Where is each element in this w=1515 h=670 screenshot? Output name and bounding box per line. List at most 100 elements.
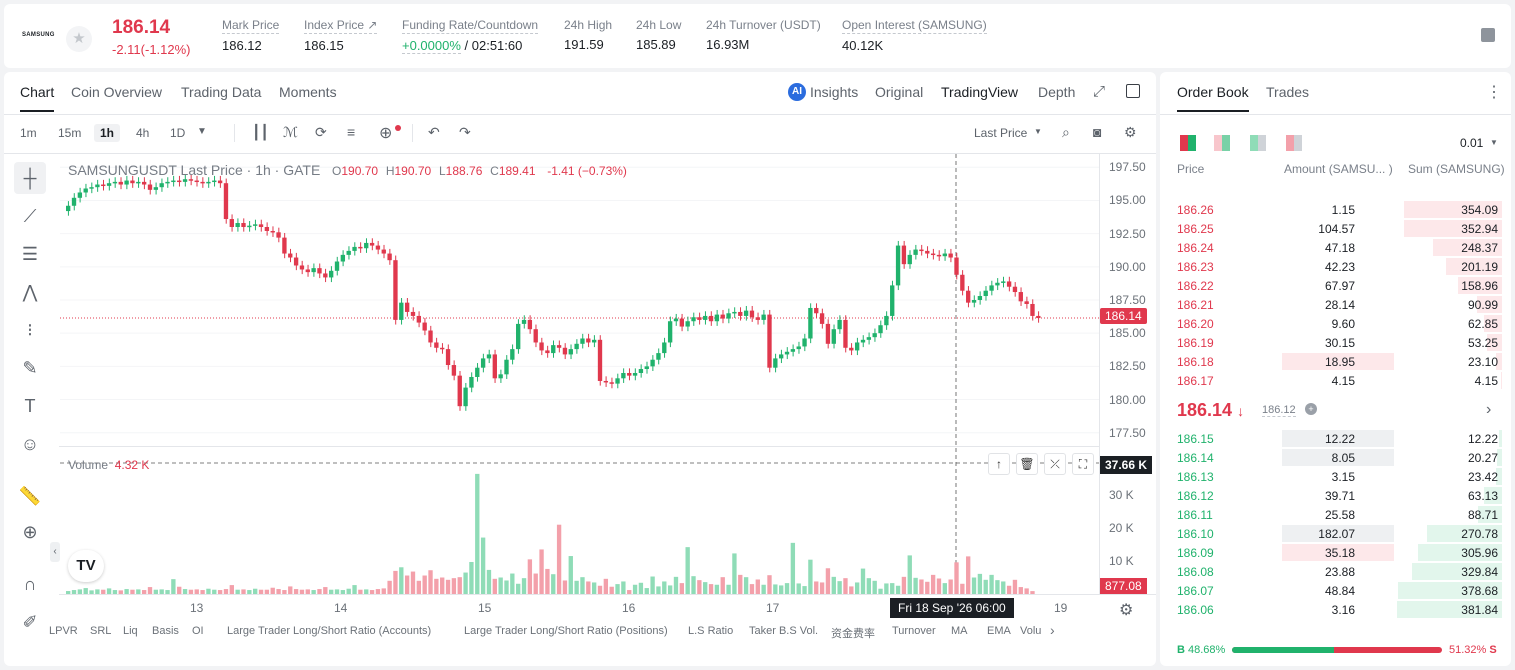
interval-dropdown-icon[interactable]: ▼: [197, 126, 207, 137]
indicator-tab[interactable]: EMA: [987, 625, 1011, 637]
ask-row[interactable]: 186.21 28.14 90.99: [1172, 295, 1502, 314]
ruler-icon[interactable]: 📏: [18, 486, 42, 506]
window-icon[interactable]: [1126, 84, 1140, 98]
bid-row[interactable]: 186.10 182.07 270.78: [1172, 524, 1502, 543]
indicator-tab[interactable]: Large Trader Long/Short Ratio (Positions…: [464, 625, 668, 637]
favorite-star-icon[interactable]: ★: [66, 26, 92, 52]
view-asks-only-icon[interactable]: [1286, 135, 1302, 151]
tab-trades[interactable]: Trades: [1266, 84, 1310, 100]
magnet-icon[interactable]: ∩: [23, 574, 37, 594]
ask-row[interactable]: 186.22 67.97 158.96: [1172, 276, 1502, 295]
bid-row[interactable]: 186.15 12.22 12.22: [1172, 429, 1502, 448]
interval-1d[interactable]: 1D: [170, 126, 186, 140]
ask-row[interactable]: 186.24 47.18 248.37: [1172, 238, 1502, 257]
interval-1h[interactable]: 1h: [94, 124, 121, 142]
ask-row[interactable]: 186.18 18.95 23.10: [1172, 352, 1502, 371]
stat-index-price[interactable]: Index Price ↗ 186.15: [304, 18, 378, 53]
indicator-tab[interactable]: Taker B.S Vol.: [749, 625, 819, 637]
tab-chart[interactable]: Chart: [20, 84, 55, 112]
crosshair-icon[interactable]: ┼: [14, 162, 46, 194]
indicator-tab[interactable]: Turnover: [892, 625, 936, 637]
indicator-tab[interactable]: MA: [951, 625, 968, 637]
price-type-select[interactable]: Last Price: [974, 126, 1028, 140]
view-bids-icon[interactable]: [1214, 135, 1230, 151]
bid-row[interactable]: 186.11 25.58 88.71: [1172, 505, 1502, 524]
horizontal-lines-icon[interactable]: ☰: [21, 244, 39, 264]
interval-4h[interactable]: 4h: [136, 126, 150, 140]
gear-icon[interactable]: ⚙: [1124, 124, 1137, 140]
ask-row[interactable]: 186.19 30.15 53.25: [1172, 333, 1502, 352]
stat-open-interest[interactable]: Open Interest (SAMSUNG) 40.12K: [842, 18, 987, 53]
tab-order-book[interactable]: Order Book: [1177, 84, 1249, 112]
bid-row[interactable]: 186.08 23.88 329.84: [1172, 562, 1502, 581]
text-tool-icon[interactable]: T: [24, 396, 36, 416]
chart-settings-icon[interactable]: ⚙: [1119, 602, 1134, 619]
templates-icon[interactable]: ≡: [347, 124, 356, 140]
ask-row[interactable]: 186.20 9.60 62.85: [1172, 314, 1502, 333]
view-bids-only-icon[interactable]: [1250, 135, 1266, 151]
tab-depth[interactable]: Depth: [1038, 84, 1076, 100]
tab-coin-overview[interactable]: Coin Overview: [71, 84, 163, 100]
indicators-icon[interactable]: ℳ: [283, 124, 298, 140]
indicator-tab[interactable]: LPVR: [49, 625, 78, 637]
trend-line-icon[interactable]: ⟋: [23, 206, 37, 226]
ask-row[interactable]: 186.23 42.23 201.19: [1172, 257, 1502, 276]
indicator-tab[interactable]: Volu: [1020, 625, 1042, 637]
tab-moments[interactable]: Moments: [279, 84, 337, 100]
candlestick-chart[interactable]: [60, 154, 1100, 594]
lock-drawing-icon[interactable]: ✐: [22, 612, 38, 632]
indicator-tab[interactable]: L.S Ratio: [688, 625, 734, 637]
more-options-icon[interactable]: ⋮: [1486, 84, 1502, 101]
indicator-tab[interactable]: Large Trader Long/Short Ratio (Accounts): [227, 625, 432, 637]
price-type-chevron-icon[interactable]: ▼: [1034, 127, 1042, 136]
zoom-in-icon[interactable]: ⊕: [22, 522, 38, 542]
collapse-pane-icon[interactable]: ⤫: [1044, 453, 1066, 475]
bid-row[interactable]: 186.07 48.84 378.68: [1172, 581, 1502, 600]
tab-trading-data[interactable]: Trading Data: [181, 84, 262, 100]
redo-icon[interactable]: ↷: [459, 124, 471, 140]
emoji-icon[interactable]: ☺: [20, 434, 40, 454]
indicator-tab[interactable]: Liq: [123, 625, 138, 637]
interval-1m[interactable]: 1m: [20, 126, 37, 140]
bid-row[interactable]: 186.12 39.71 63.13: [1172, 486, 1502, 505]
bid-row[interactable]: 186.09 35.18 305.96: [1172, 543, 1502, 562]
ask-row[interactable]: 186.26 1.15 354.09: [1172, 200, 1502, 219]
interval-15m[interactable]: 15m: [58, 126, 82, 140]
pattern-icon[interactable]: ⋀: [22, 282, 38, 302]
book-icon[interactable]: [1481, 28, 1495, 42]
bid-row[interactable]: 186.06 3.16 381.84: [1172, 600, 1502, 619]
precision-chevron-icon[interactable]: ▼: [1490, 138, 1498, 147]
brush-icon[interactable]: ✎: [22, 358, 38, 378]
ask-row[interactable]: 186.25 104.57 352.94: [1172, 219, 1502, 238]
tab-tradingview[interactable]: TradingView: [941, 84, 1019, 100]
precision-select[interactable]: 0.01: [1460, 136, 1484, 150]
maximize-pane-icon[interactable]: ⛶: [1072, 453, 1094, 475]
ask-row[interactable]: 186.17 4.15 4.15: [1172, 371, 1502, 390]
fib-icon[interactable]: ⁝: [27, 320, 33, 340]
mark-price-info-icon[interactable]: +: [1305, 403, 1317, 415]
collapse-toolbar-icon[interactable]: ‹: [50, 542, 60, 562]
replay-icon[interactable]: ⟳: [315, 124, 327, 140]
indicator-tab[interactable]: OI: [192, 625, 204, 637]
bid-row[interactable]: 186.14 8.05 20.27: [1172, 448, 1502, 467]
candles-type-icon[interactable]: ┃┃: [252, 124, 269, 140]
indicator-tab[interactable]: Basis: [152, 625, 179, 637]
chevron-right-icon[interactable]: ›: [1486, 401, 1492, 418]
search-icon[interactable]: ⌕: [1062, 124, 1070, 140]
move-up-icon[interactable]: ↑: [988, 453, 1010, 475]
stat-funding-rate[interactable]: Funding Rate/Countdown +0.0000% / 02:51:6…: [402, 18, 539, 54]
add-alert-icon[interactable]: ⊕: [379, 125, 393, 142]
view-both-icon[interactable]: [1180, 135, 1196, 151]
expand-icon[interactable]: ⤢: [1093, 83, 1106, 100]
tab-original[interactable]: Original: [875, 84, 924, 100]
undo-icon[interactable]: ↶: [428, 124, 440, 140]
indicator-tab[interactable]: 资金费率: [831, 628, 875, 640]
stat-mark-price[interactable]: Mark Price 186.12: [222, 18, 280, 53]
indicators-more-icon[interactable]: ›: [1050, 622, 1055, 638]
delete-icon[interactable]: 🗑: [1016, 453, 1038, 475]
tab-insights[interactable]: Insights: [810, 84, 859, 100]
indicator-tab[interactable]: SRL: [90, 625, 112, 637]
ai-insights-icon[interactable]: AI: [788, 83, 806, 101]
camera-icon[interactable]: ◙: [1093, 124, 1102, 140]
bid-row[interactable]: 186.13 3.15 23.42: [1172, 467, 1502, 486]
